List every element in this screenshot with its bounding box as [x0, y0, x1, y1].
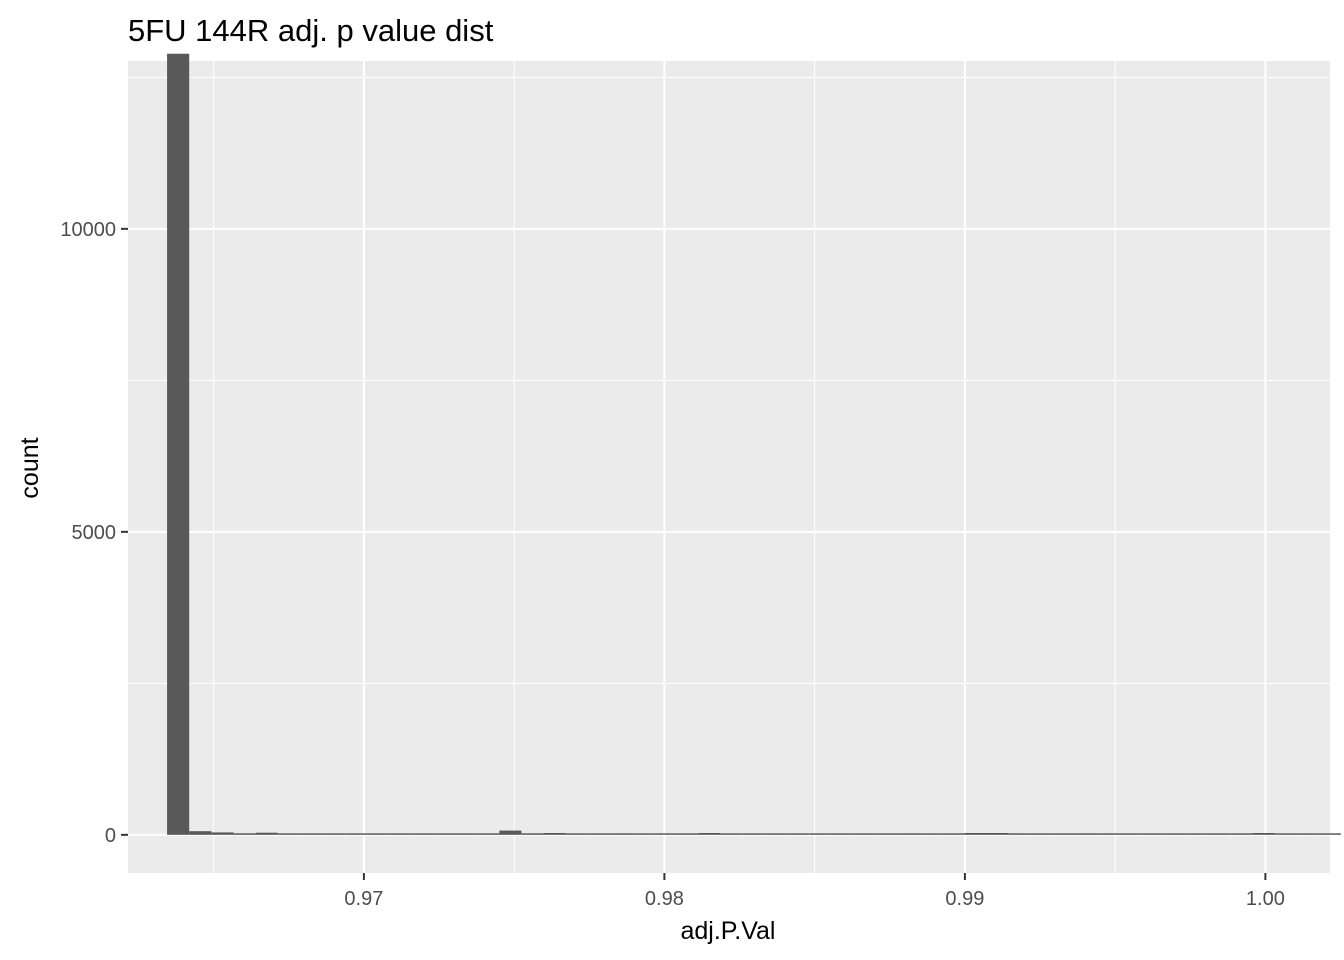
histogram-bar [964, 833, 987, 835]
y-tick-label: 0 [105, 825, 116, 847]
x-tick-label: 0.98 [645, 888, 684, 910]
histogram-bars [167, 53, 1341, 835]
histogram-bar [322, 833, 345, 835]
histogram-bar [920, 833, 943, 835]
histogram-bar [543, 833, 566, 835]
histogram-bar [942, 833, 965, 835]
histogram-bar [565, 833, 588, 835]
histogram-bar [897, 833, 921, 835]
plot-panel [128, 61, 1330, 873]
histogram-bar [388, 833, 411, 835]
histogram-bar [742, 833, 766, 835]
histogram-bar [277, 833, 300, 835]
histogram-bar [189, 831, 212, 835]
histogram-bar [432, 833, 455, 835]
histogram-bar [698, 833, 721, 835]
histogram-bar [676, 833, 699, 835]
grid-minor [128, 61, 1330, 873]
x-tick-label: 1.00 [1246, 888, 1285, 910]
y-axis-title: count [16, 437, 44, 498]
histogram-bar [167, 53, 190, 835]
histogram-bar [1030, 833, 1053, 835]
histogram-bar [366, 833, 389, 835]
histogram-bar [610, 833, 633, 835]
histogram-bar [1008, 833, 1031, 835]
histogram-bar [477, 833, 500, 835]
histogram-bar [521, 833, 544, 835]
histogram-bar [1252, 833, 1275, 835]
histogram-bar [1185, 833, 1208, 835]
x-axis-title: adj.P.Val [681, 917, 776, 945]
x-tick-label: 0.99 [945, 888, 984, 910]
histogram-bar [654, 833, 677, 835]
histogram-bar [255, 832, 278, 835]
histogram-bar [299, 833, 323, 835]
histogram-bar [587, 833, 611, 835]
histogram-bar [765, 833, 788, 835]
histogram-bar [499, 830, 522, 835]
histogram-bar [1141, 833, 1164, 835]
histogram-bar [454, 833, 478, 835]
histogram-bar [233, 833, 256, 835]
y-tick-label: 10000 [60, 219, 116, 241]
histogram-bar [410, 833, 433, 835]
histogram-bar [986, 833, 1009, 835]
histogram-bar [1097, 833, 1120, 835]
histogram-bar [632, 833, 655, 835]
histogram-bar [1318, 833, 1341, 835]
histogram-bar [1119, 833, 1142, 835]
histogram-bar [853, 833, 876, 835]
histogram-bar [344, 833, 367, 835]
x-tick-label: 0.97 [344, 888, 383, 910]
histogram-bar [1163, 833, 1186, 835]
x-axis: 0.97 0.98 0.99 1.00 [344, 873, 1285, 910]
histogram-bar [1296, 833, 1319, 835]
histogram-bar [1075, 833, 1098, 835]
chart-title: 5FU 144R adj. p value dist [128, 13, 494, 48]
histogram-bar [211, 832, 234, 835]
histogram-bar [1230, 833, 1253, 835]
histogram-bar [787, 833, 810, 835]
histogram-bar [809, 833, 832, 835]
histogram-bar [831, 833, 854, 835]
y-tick-label: 5000 [72, 522, 117, 544]
histogram-bar [1274, 833, 1297, 835]
histogram-bar [1052, 833, 1076, 835]
histogram-bar [1207, 833, 1231, 835]
histogram-bar [875, 833, 898, 835]
y-axis: 0 5000 10000 [60, 219, 128, 847]
histogram-bar [720, 833, 743, 835]
